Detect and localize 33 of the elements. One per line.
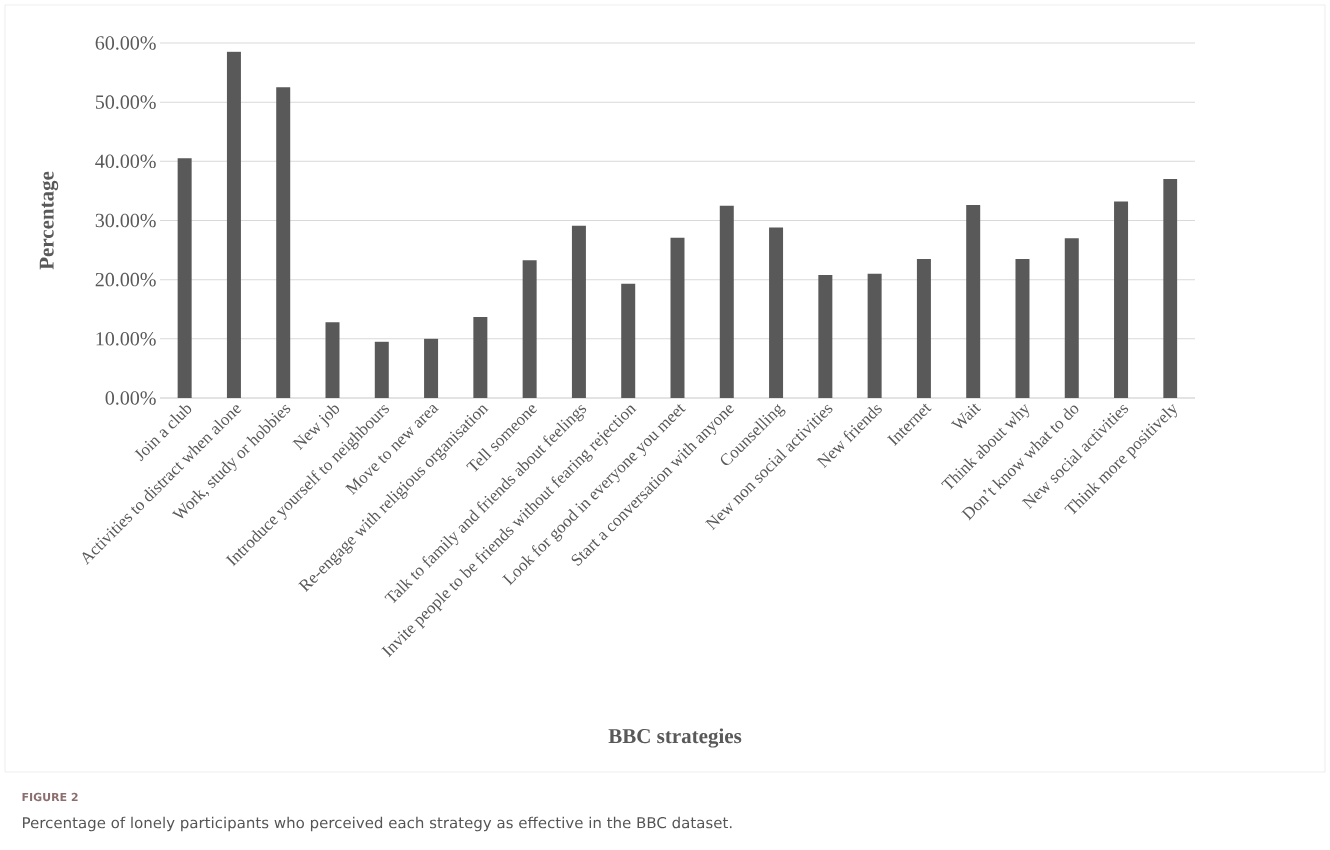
bar (177, 158, 192, 398)
y-axis-title: Percentage (39, 171, 59, 270)
bar (226, 51, 241, 398)
bar (1064, 238, 1079, 398)
bar (1015, 258, 1030, 398)
y-tick-label: 50.00% (95, 95, 156, 109)
bar (1163, 179, 1178, 398)
bar (424, 338, 439, 398)
bar (374, 341, 389, 398)
x-tick-label: Wait (950, 403, 981, 429)
bar (916, 258, 931, 398)
caption: FIGURE 2 (22, 792, 78, 802)
bar (818, 274, 833, 398)
bar (571, 225, 586, 398)
bar (325, 322, 340, 398)
bar (966, 205, 981, 398)
bar (719, 205, 734, 398)
text: Percentage of lonely participants who perceived each strategy as effective in the BBC dataset. (23, 816, 732, 832)
bar (276, 87, 291, 398)
y-tick-label: 0.00% (105, 391, 156, 405)
bar (867, 273, 882, 398)
y-tick-label: 20.00% (95, 272, 156, 287)
y-tick-label: 60.00% (95, 36, 156, 50)
bar (473, 316, 488, 398)
bar (670, 237, 685, 398)
bar (522, 260, 537, 398)
bar (621, 283, 636, 398)
y-tick-label: 40.00% (95, 154, 156, 169)
x-axis-title: BBC strategies (608, 728, 742, 748)
y-tick-label: 30.00% (95, 213, 156, 228)
bar (1114, 201, 1129, 398)
bar (769, 227, 784, 398)
y-tick-label: 10.00% (96, 332, 156, 346)
